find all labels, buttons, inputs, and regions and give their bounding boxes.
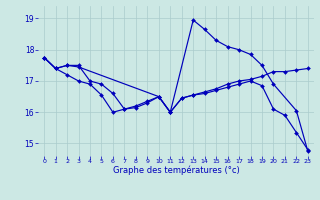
- X-axis label: Graphe des températures (°c): Graphe des températures (°c): [113, 166, 239, 175]
